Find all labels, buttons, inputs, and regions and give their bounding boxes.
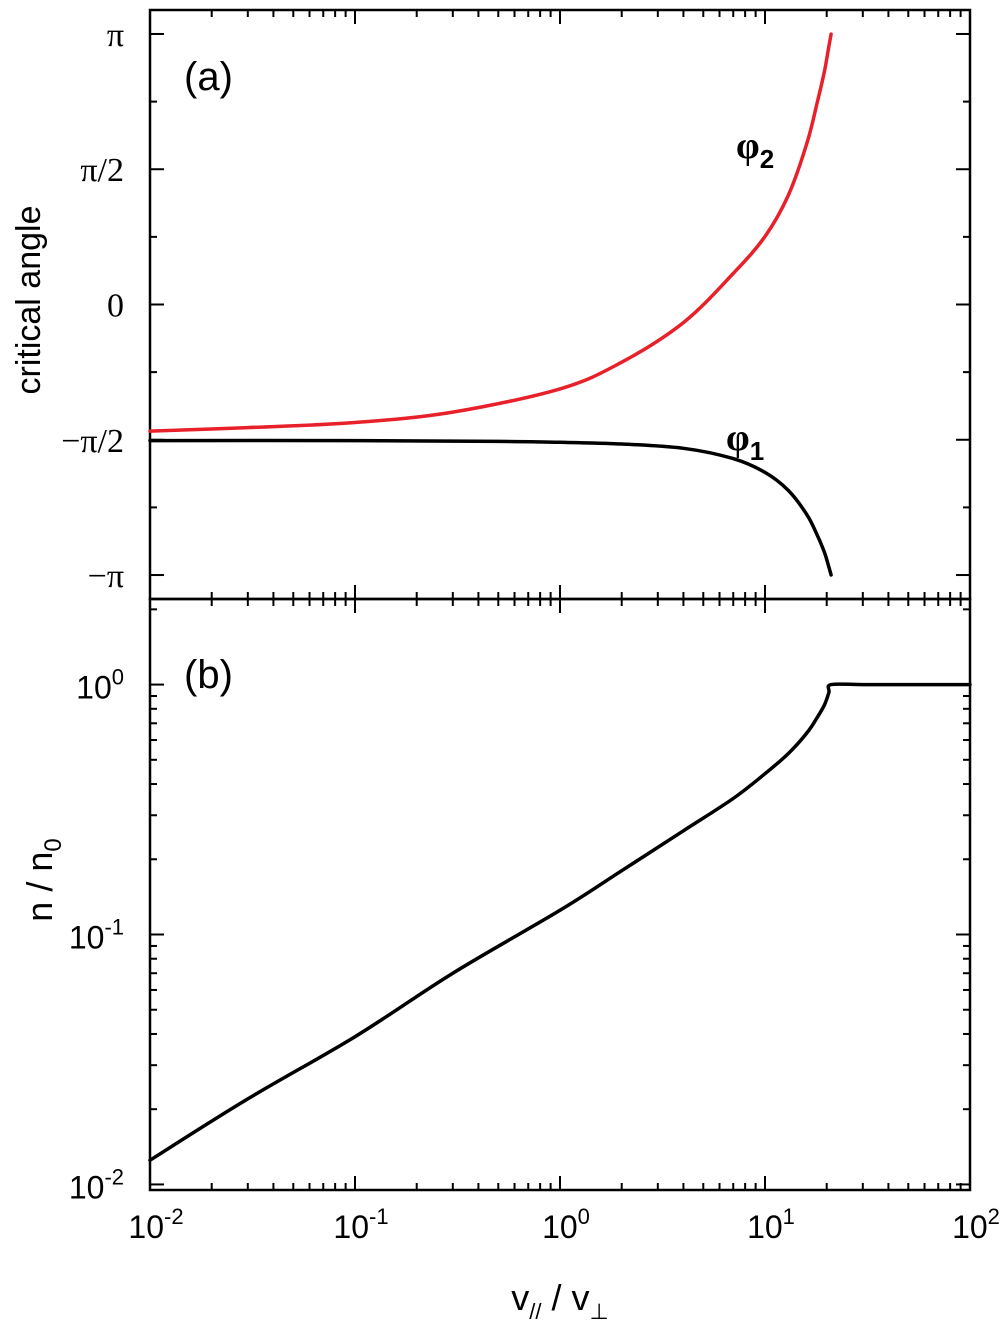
x-axis-label-b-sub: ⊥ <box>590 1299 609 1324</box>
panel-b-chart: 100 10-1 10-2 10-2 10-1 100 101 102 (b) n / n0… <box>19 597 1000 1324</box>
series-label-phi1: φ1 <box>726 417 764 466</box>
y-tick-label: 0 <box>107 288 124 325</box>
x-axis-label: v// / v⊥ <box>511 1277 608 1324</box>
x-axis-label-a: v <box>511 1277 529 1318</box>
y-tick-label: 10-2 <box>69 1164 124 1205</box>
series-label-phi2-base: φ <box>736 125 760 167</box>
panel-b-ticks <box>149 599 971 1190</box>
x-tick-label: 101 <box>747 1204 795 1245</box>
y-tick-label: −π/2 <box>61 423 124 460</box>
x-axis-label-mid: / v <box>542 1277 590 1318</box>
series-label-phi1-sub: 1 <box>750 436 764 466</box>
y-tick-label: π <box>107 17 124 54</box>
x-tick-labels: 10-2 10-1 100 101 102 <box>128 1204 1000 1245</box>
panel-a-tag: (a) <box>184 55 233 99</box>
series-label-phi2-sub: 2 <box>760 144 774 174</box>
panel-a-y-tick-labels: π π/2 0 −π/2 −π <box>61 17 124 595</box>
panel-a-chart: ππ/20−π/2−π (a) critical angle φ2 φ1 <box>10 8 972 601</box>
panel-b-y-tick-labels: 100 10-1 10-2 <box>69 665 124 1206</box>
series-label-phi1-base: φ <box>726 417 750 459</box>
panel-a-series <box>148 32 833 577</box>
panel-b-y-axis-label-base: n / n <box>19 852 60 922</box>
y-tick-label: −π <box>88 558 124 595</box>
x-tick-label: 10-1 <box>333 1204 388 1245</box>
panel-b-y-axis-label-sub: 0 <box>40 838 67 851</box>
y-tick-label: π/2 <box>80 152 124 189</box>
series-label-phi2: φ2 <box>736 125 774 174</box>
panel-b-tag: (b) <box>184 653 233 697</box>
panel-b-y-axis-label: n / n0 <box>19 838 67 921</box>
x-tick-label: 102 <box>952 1204 1000 1245</box>
panel-a-frame <box>148 8 972 601</box>
panel-b-frame <box>148 597 972 1192</box>
series-phi2-line <box>148 32 833 433</box>
density-ratio-line <box>148 682 972 1162</box>
y-tick-label: 10-1 <box>69 915 124 956</box>
x-axis-label-a-sub: // <box>529 1299 542 1324</box>
panel-a-y-axis-label: critical angle <box>10 206 48 395</box>
panel-a-ticks <box>149 10 971 599</box>
x-tick-label: 100 <box>542 1204 590 1245</box>
y-tick-label: 100 <box>76 665 124 706</box>
panel-b-series <box>148 682 972 1162</box>
series-phi1-line <box>148 438 833 577</box>
x-tick-label: 10-2 <box>128 1204 183 1245</box>
